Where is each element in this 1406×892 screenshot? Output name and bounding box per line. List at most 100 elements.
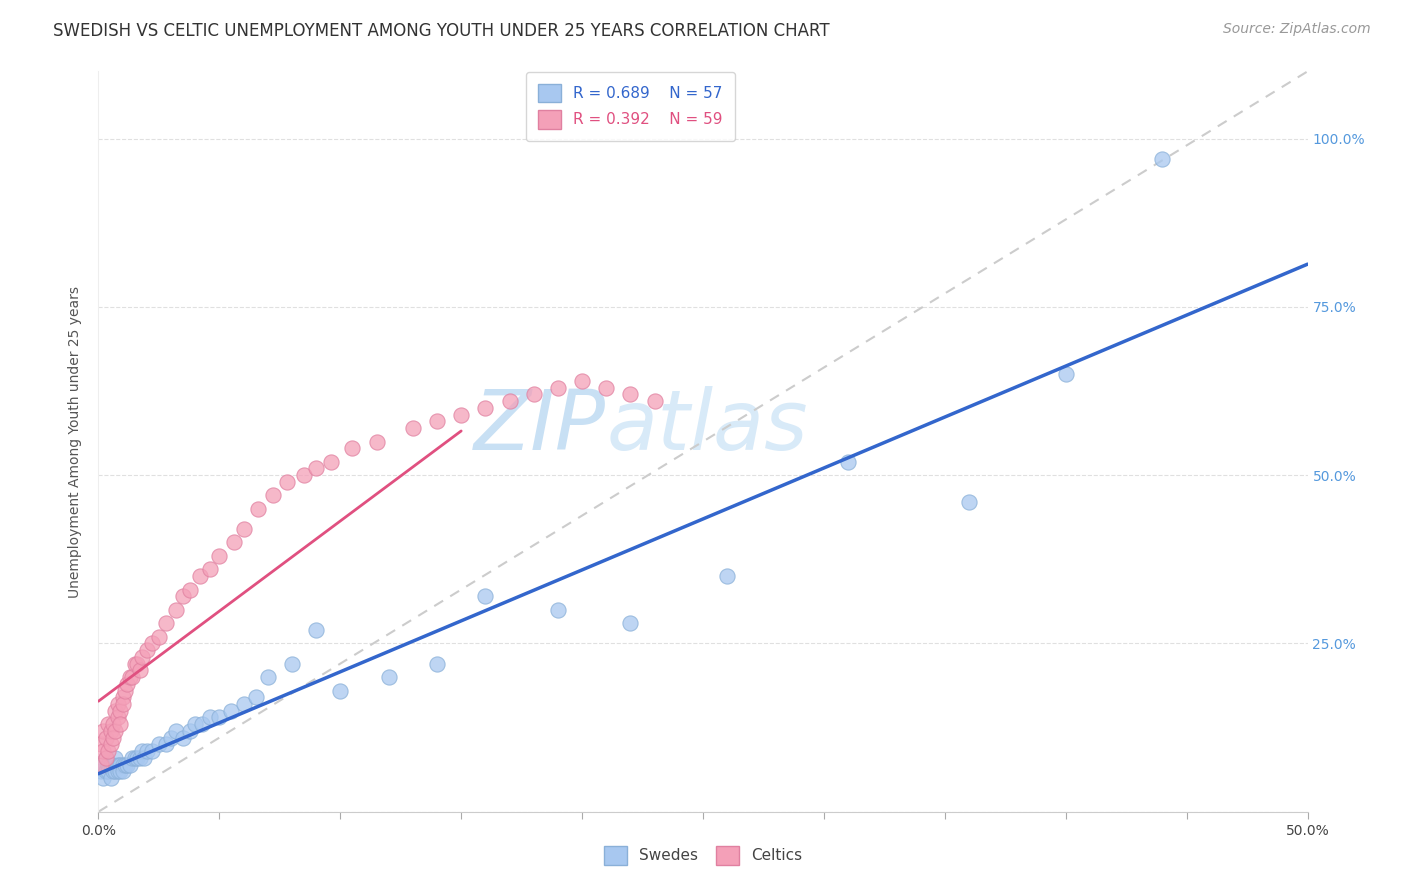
Point xyxy=(131,649,153,664)
Point xyxy=(121,670,143,684)
Point xyxy=(172,590,194,604)
Point xyxy=(101,731,124,745)
Point xyxy=(837,455,859,469)
Point xyxy=(117,757,139,772)
Point xyxy=(91,771,114,785)
Point xyxy=(104,764,127,779)
Point xyxy=(155,738,177,752)
Point xyxy=(184,717,207,731)
Point xyxy=(292,468,315,483)
Point xyxy=(135,744,157,758)
Point xyxy=(108,704,131,718)
Text: Source: ZipAtlas.com: Source: ZipAtlas.com xyxy=(1223,22,1371,37)
Point xyxy=(107,757,129,772)
Point xyxy=(111,757,134,772)
Point xyxy=(107,697,129,711)
Point xyxy=(172,731,194,745)
Point xyxy=(619,616,641,631)
Point xyxy=(221,704,243,718)
Point xyxy=(165,723,187,738)
Point xyxy=(474,590,496,604)
Point xyxy=(111,764,134,779)
Point xyxy=(108,757,131,772)
Point xyxy=(97,717,120,731)
Point xyxy=(276,475,298,489)
Text: atlas: atlas xyxy=(606,386,808,467)
Point xyxy=(165,603,187,617)
Point xyxy=(111,690,134,705)
Point xyxy=(107,710,129,724)
Point xyxy=(188,569,211,583)
Point xyxy=(141,636,163,650)
Point xyxy=(94,764,117,779)
Point xyxy=(104,723,127,738)
Point xyxy=(101,757,124,772)
Point xyxy=(198,562,221,576)
Point xyxy=(366,434,388,449)
Point xyxy=(256,670,278,684)
Y-axis label: Unemployment Among Youth under 25 years: Unemployment Among Youth under 25 years xyxy=(69,285,83,598)
Point xyxy=(104,751,127,765)
Point xyxy=(100,738,122,752)
Point xyxy=(107,764,129,779)
Point xyxy=(208,549,231,563)
Point xyxy=(160,731,183,745)
Point xyxy=(232,522,254,536)
Point xyxy=(191,717,214,731)
Point xyxy=(155,616,177,631)
Point xyxy=(305,623,328,637)
Point xyxy=(94,751,117,765)
Point xyxy=(957,495,980,509)
Point xyxy=(222,535,245,549)
Point xyxy=(100,757,122,772)
Point xyxy=(148,738,170,752)
Point xyxy=(141,744,163,758)
Point xyxy=(134,751,156,765)
Point xyxy=(179,723,201,738)
Point xyxy=(619,387,641,401)
Point xyxy=(104,704,127,718)
Point xyxy=(523,387,546,401)
Point xyxy=(474,401,496,415)
Point xyxy=(114,683,136,698)
Point xyxy=(319,455,342,469)
Point xyxy=(90,764,112,779)
Point xyxy=(94,751,117,765)
Point xyxy=(426,657,449,671)
Point xyxy=(124,657,146,671)
Point xyxy=(247,501,270,516)
Point xyxy=(305,461,328,475)
Point xyxy=(118,670,141,684)
Point xyxy=(100,723,122,738)
Point xyxy=(377,670,399,684)
Point xyxy=(426,414,449,428)
Point xyxy=(91,757,114,772)
Point xyxy=(100,771,122,785)
Point xyxy=(90,757,112,772)
Point xyxy=(97,757,120,772)
Point xyxy=(281,657,304,671)
Point xyxy=(101,764,124,779)
Legend: Swedes, Celtics: Swedes, Celtics xyxy=(598,840,808,871)
Point xyxy=(101,717,124,731)
Point xyxy=(108,764,131,779)
Point xyxy=(91,723,114,738)
Point xyxy=(571,374,593,388)
Point xyxy=(111,697,134,711)
Point xyxy=(716,569,738,583)
Point xyxy=(245,690,267,705)
Point xyxy=(547,381,569,395)
Point xyxy=(547,603,569,617)
Point xyxy=(94,731,117,745)
Point xyxy=(402,421,425,435)
Point xyxy=(117,677,139,691)
Point xyxy=(127,657,149,671)
Point xyxy=(179,582,201,597)
Point xyxy=(108,717,131,731)
Text: SWEDISH VS CELTIC UNEMPLOYMENT AMONG YOUTH UNDER 25 YEARS CORRELATION CHART: SWEDISH VS CELTIC UNEMPLOYMENT AMONG YOU… xyxy=(53,22,830,40)
Point xyxy=(1054,368,1077,382)
Point xyxy=(262,488,284,502)
Point xyxy=(644,394,666,409)
Point xyxy=(97,744,120,758)
Point xyxy=(135,643,157,657)
